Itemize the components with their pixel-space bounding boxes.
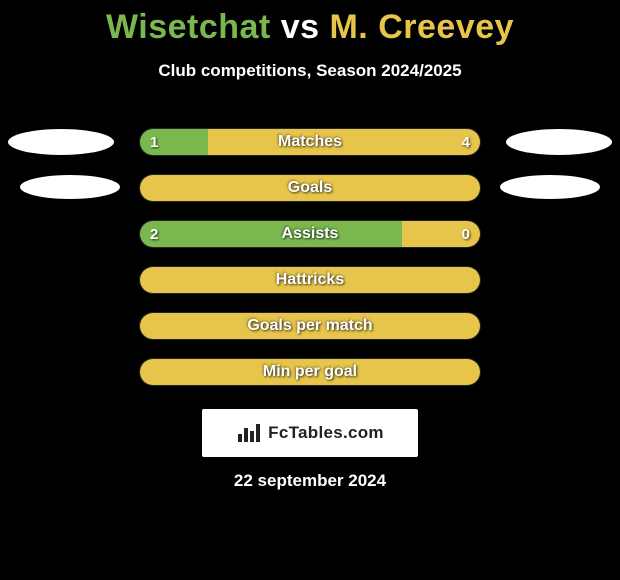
stat-bar: Hattricks bbox=[140, 267, 480, 293]
stat-value-left bbox=[140, 175, 160, 201]
fctables-promo: FcTables.com bbox=[202, 409, 418, 457]
stat-value-right bbox=[460, 267, 480, 293]
comparison-chart: 1 4 Matches Goals 2 0 Assists bbox=[0, 119, 620, 395]
avatar-placeholder-left-2 bbox=[20, 175, 120, 199]
promo-brand-text: FcTables.com bbox=[268, 423, 384, 443]
bar-segment-left bbox=[140, 221, 402, 247]
stat-value-left bbox=[140, 267, 160, 293]
bar-segment-right bbox=[208, 129, 480, 155]
avatar-placeholder-right-2 bbox=[500, 175, 600, 199]
stat-bar: Min per goal bbox=[140, 359, 480, 385]
stat-value-left bbox=[140, 313, 160, 339]
stat-row-goals-per-match: Goals per match bbox=[0, 303, 620, 349]
bar-chart-icon bbox=[236, 422, 262, 444]
stat-bar: 1 4 Matches bbox=[140, 129, 480, 155]
subtitle: Club competitions, Season 2024/2025 bbox=[0, 61, 620, 81]
player2-name: M. Creevey bbox=[329, 8, 514, 46]
stat-bar: Goals bbox=[140, 175, 480, 201]
stat-row-min-per-goal: Min per goal bbox=[0, 349, 620, 395]
vs-text: vs bbox=[281, 8, 320, 46]
stat-row-hattricks: Hattricks bbox=[0, 257, 620, 303]
bar-segment-right bbox=[140, 313, 480, 339]
stat-value-right: 4 bbox=[452, 129, 480, 155]
page-title: Wisetchat vs M. Creevey bbox=[0, 0, 620, 47]
stat-row-matches: 1 4 Matches bbox=[0, 119, 620, 165]
stat-value-right: 0 bbox=[452, 221, 480, 247]
stat-value-left bbox=[140, 359, 160, 385]
stat-row-goals: Goals bbox=[0, 165, 620, 211]
date-text: 22 september 2024 bbox=[0, 471, 620, 491]
bar-segment-right bbox=[140, 359, 480, 385]
bar-segment-right bbox=[140, 267, 480, 293]
avatar-placeholder-left-1 bbox=[8, 129, 114, 155]
stat-value-right bbox=[460, 175, 480, 201]
stat-value-left: 2 bbox=[140, 221, 168, 247]
stat-value-right bbox=[460, 313, 480, 339]
player1-name: Wisetchat bbox=[106, 8, 271, 46]
stat-bar: Goals per match bbox=[140, 313, 480, 339]
stat-row-assists: 2 0 Assists bbox=[0, 211, 620, 257]
avatar-placeholder-right-1 bbox=[506, 129, 612, 155]
stat-value-left: 1 bbox=[140, 129, 168, 155]
bar-segment-right bbox=[140, 175, 480, 201]
stat-bar: 2 0 Assists bbox=[140, 221, 480, 247]
stat-value-right bbox=[460, 359, 480, 385]
